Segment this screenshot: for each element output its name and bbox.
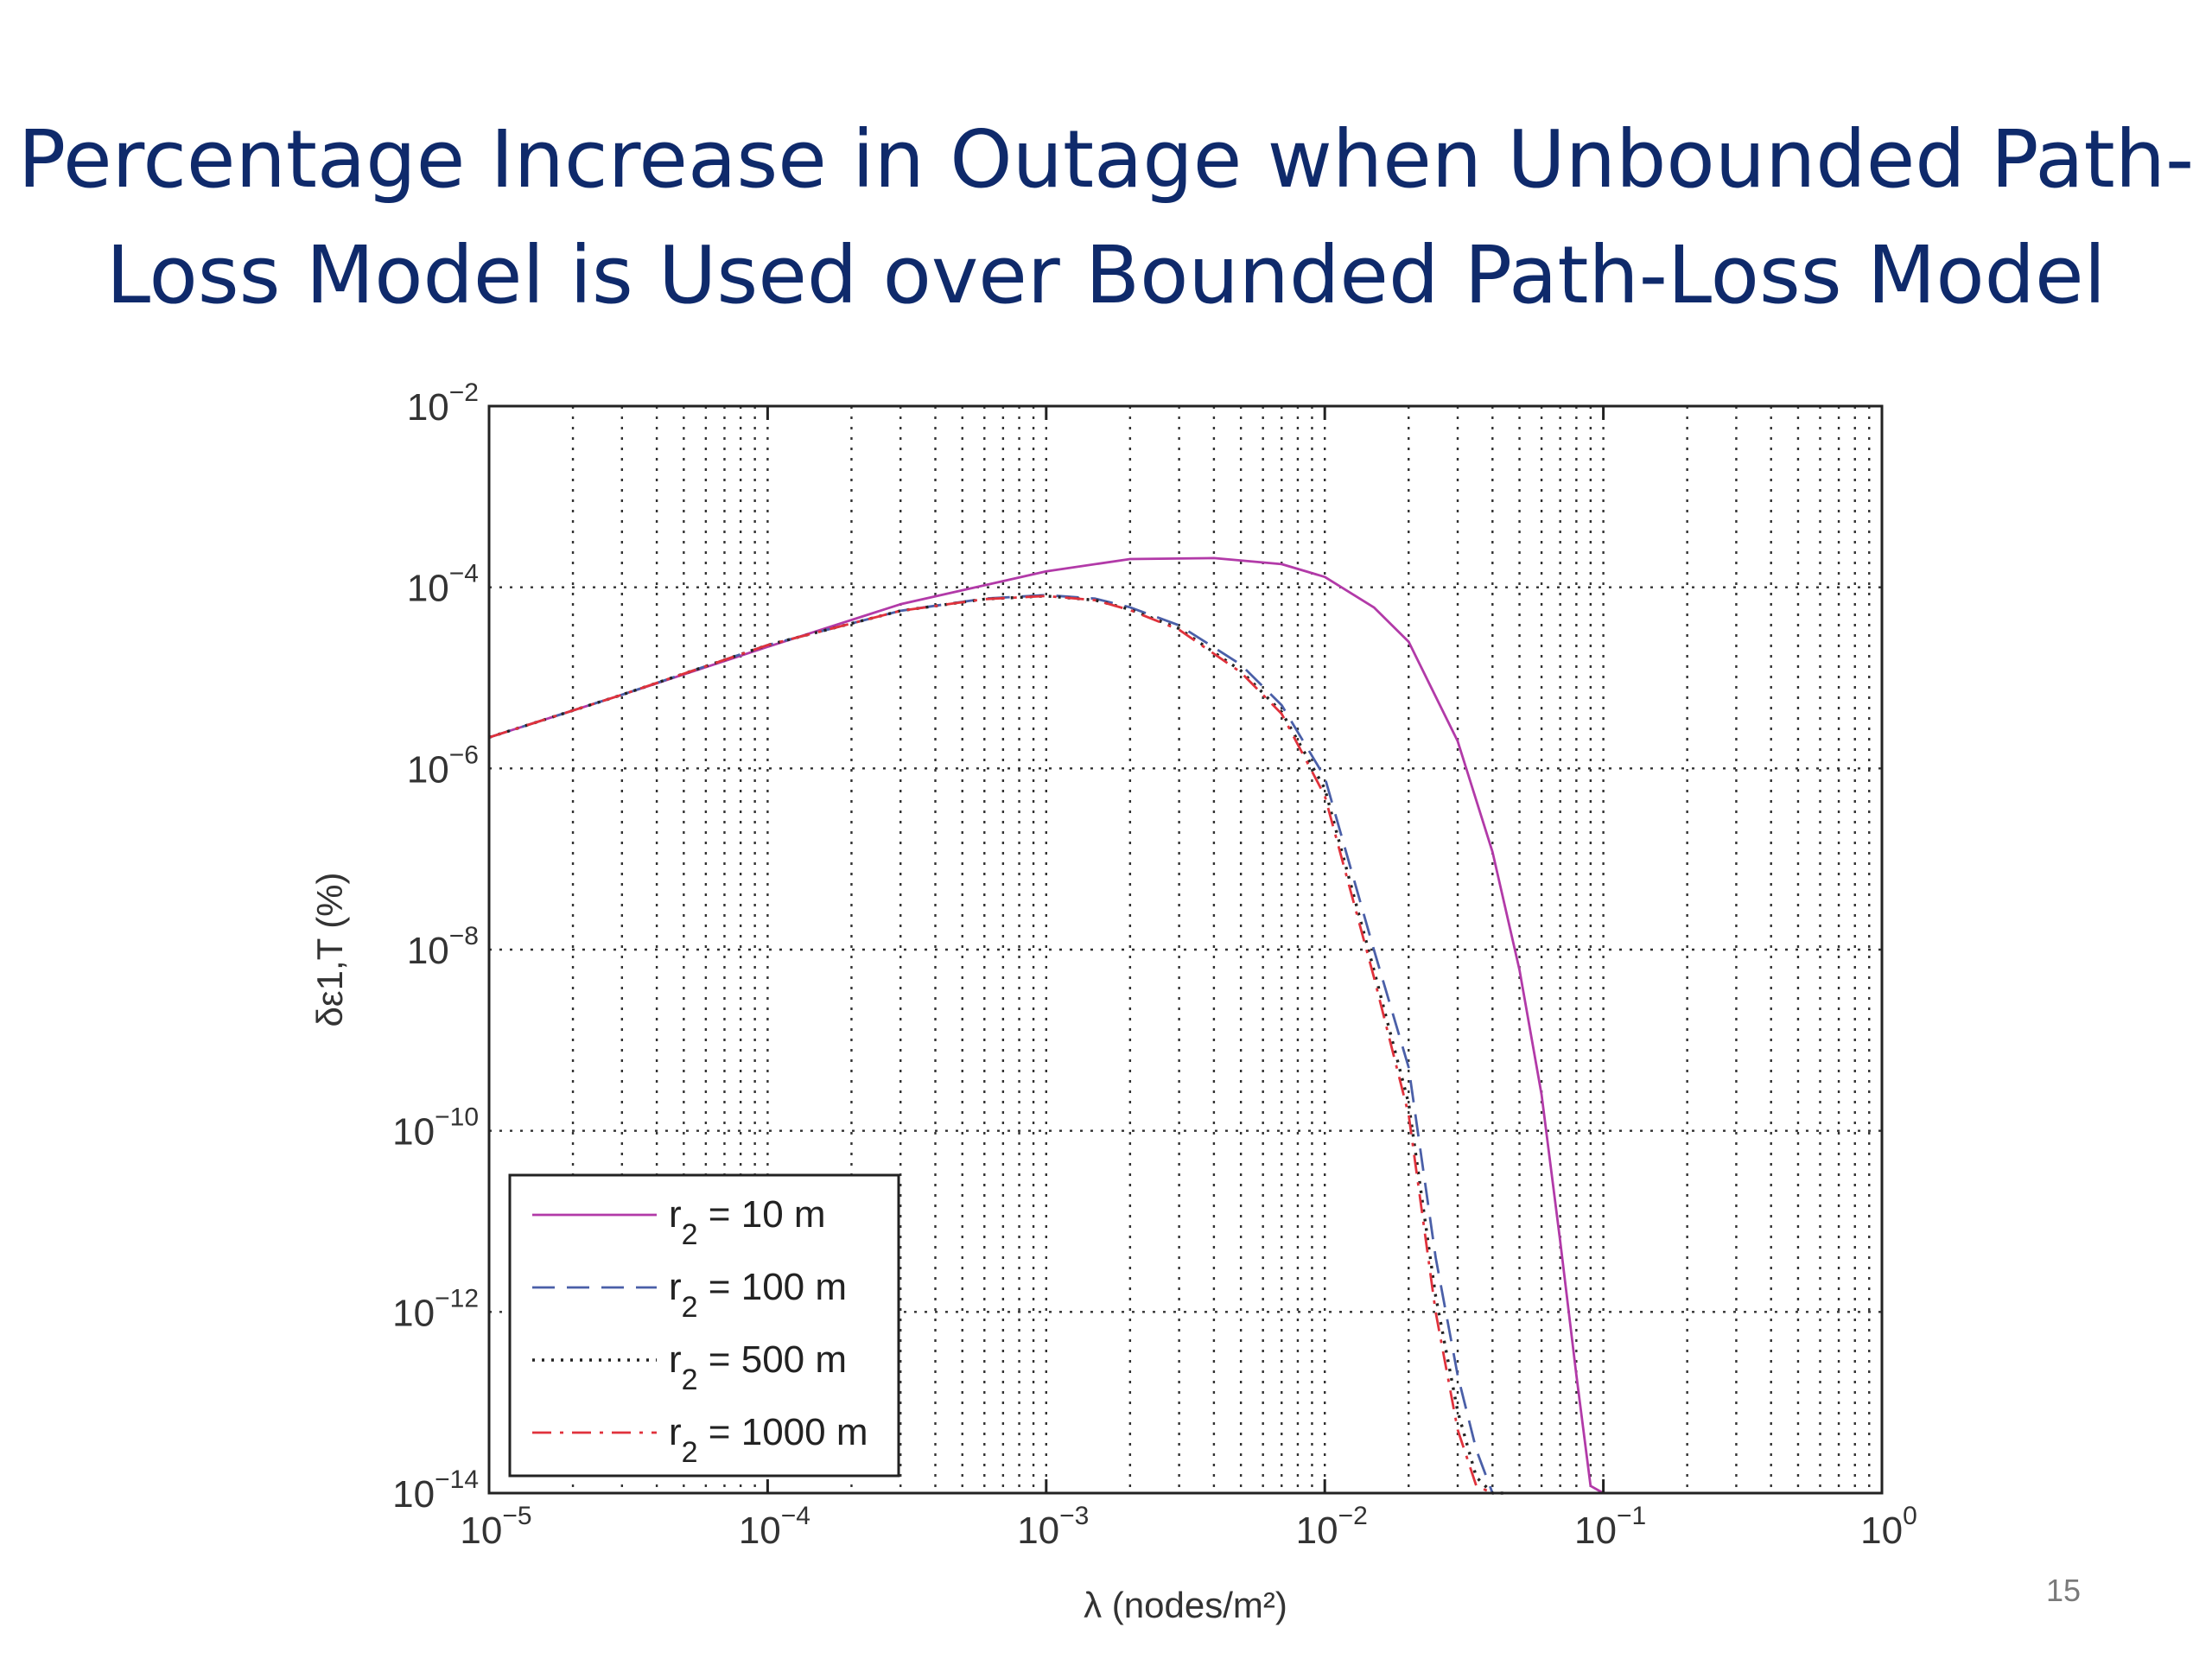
slide-title-line-1: Percentage Increase in Outage when Unbou… [17, 113, 2195, 206]
series-line-2 [488, 594, 1520, 1495]
legend-box [508, 1173, 900, 1478]
x-tick-label: 10−2 [1296, 1502, 1368, 1552]
y-tick-label: 10−12 [392, 1284, 479, 1334]
series-line-3 [488, 594, 1507, 1495]
series-line-4 [488, 594, 1507, 1495]
y-tick-label: 10−10 [392, 1103, 479, 1154]
y-tick-label: 10−2 [407, 378, 479, 429]
x-tick-label: 100 [1860, 1502, 1917, 1552]
y-tick-label: 10−8 [407, 922, 479, 972]
plot-frame [487, 404, 1884, 1495]
x-tick-label: 10−5 [460, 1502, 531, 1552]
page-number: 15 [2046, 1573, 2082, 1608]
legend-label-1: r2 = 10 m [669, 1193, 826, 1251]
x-axis-label: λ (nodes/m²) [1084, 1585, 1287, 1625]
legend-label-3: r2 = 500 m [669, 1338, 847, 1396]
y-axis-label: δε1,T (%) [309, 872, 350, 1027]
slide-title-line-2: Loss Model is Used over Bounded Path-Los… [105, 229, 2107, 321]
slide-title: Percentage Increase in Outage when Unbou… [0, 102, 2212, 334]
legend-label-2: r2 = 100 m [669, 1266, 847, 1324]
x-tick-label: 10−4 [739, 1502, 810, 1552]
y-tick-label: 10−4 [407, 560, 479, 610]
y-tick-label: 10−6 [407, 741, 479, 791]
y-tick-label: 10−14 [392, 1465, 479, 1516]
x-tick-label: 10−3 [1017, 1502, 1089, 1552]
legend-label-4: r2 = 1000 m [669, 1411, 868, 1469]
x-tick-label: 10−1 [1574, 1502, 1646, 1552]
